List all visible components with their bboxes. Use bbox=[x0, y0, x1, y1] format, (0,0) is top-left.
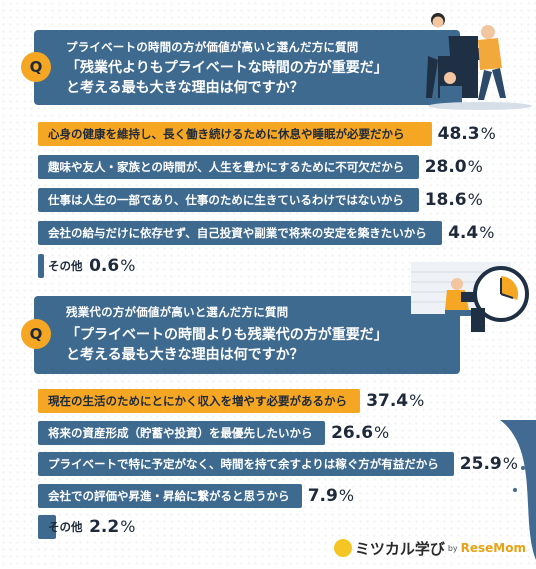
bar bbox=[38, 122, 432, 146]
bar-label: 心身の健康を維持し、長く働き続けるために休息や睡眠が必要だから bbox=[48, 127, 405, 141]
brand-by: by bbox=[447, 543, 458, 553]
bar-value-label: 37.4% bbox=[366, 387, 424, 415]
bar-value-label: 25.9% bbox=[460, 450, 518, 478]
question-1-badge: Q bbox=[21, 52, 51, 82]
bar-value-label: 4.4% bbox=[448, 219, 494, 247]
question-1-box: プライベートの時間の方が価値が高いと選んだ方に質問 「残業代よりもプライベートな… bbox=[34, 30, 460, 105]
bar-value-label: 26.6% bbox=[331, 419, 389, 447]
brand-sub: ReseMom bbox=[460, 541, 526, 555]
bar-value-label: 7.9% bbox=[308, 482, 354, 510]
bar-value-label: 48.3% bbox=[438, 120, 496, 148]
bar bbox=[38, 515, 56, 539]
clock-worker-illustration bbox=[411, 262, 529, 332]
bar-label: 会社の給与だけに依存せず、自己投資や副業で将来の安定を築きたいから bbox=[48, 226, 427, 240]
question-1-line2: と考える最も大きな理由は何ですか？ bbox=[66, 80, 304, 96]
bar bbox=[38, 483, 302, 508]
bar-value-number: 7.9 bbox=[307, 485, 338, 506]
brand-logo: ミツカル学び by ReseMom bbox=[333, 537, 526, 559]
question-1-subtitle: プライベートの時間の方が価値が高いと選んだ方に質問 bbox=[66, 40, 359, 54]
bar-label: その他 bbox=[48, 520, 83, 534]
bar-value-number: 2.2 bbox=[89, 517, 120, 537]
bar-value-label: 2.2% bbox=[89, 513, 135, 541]
bar bbox=[38, 188, 419, 212]
bar-value-unit: % bbox=[467, 190, 483, 209]
bar bbox=[38, 420, 326, 445]
bar-value-unit: % bbox=[120, 517, 136, 536]
bar-label: 仕事は人生の一部であり、仕事のために生きているわけではないから bbox=[48, 193, 404, 207]
bar-label: 趣味や友人・家族との時間が、人生を豊かにするために不可欠だから bbox=[48, 160, 405, 174]
bar-value-number: 37.4 bbox=[366, 391, 409, 411]
bar-value-unit: % bbox=[409, 391, 425, 410]
bar-value-unit: % bbox=[467, 157, 483, 176]
bar-value-number: 25.9 bbox=[459, 454, 502, 474]
question-1-line1: 「残業代よりもプライベートな時間の方が重要だ」 bbox=[66, 60, 388, 76]
bar bbox=[38, 221, 443, 245]
bar-value-label: 0.6% bbox=[89, 252, 135, 280]
question-2-box: 残業代の方が価値が高いと選んだ方に質問 「プライベートの時間よりも残業代の方が重… bbox=[34, 296, 460, 374]
bar-label: その他 bbox=[48, 259, 83, 273]
bar-value-number: 48.3 bbox=[437, 124, 480, 144]
bar bbox=[38, 155, 419, 179]
bar-value-number: 0.6 bbox=[89, 256, 120, 276]
bar-value-unit: % bbox=[338, 485, 355, 505]
question-2-badge: Q bbox=[21, 319, 51, 349]
question-1-title: 「残業代よりもプライベートな時間の方が重要だ」 と考える最も大きな理由は何ですか… bbox=[66, 58, 388, 98]
brand-name: ミツカル学び bbox=[354, 539, 445, 558]
bar-value-unit: % bbox=[374, 422, 390, 442]
bar-label: 現在の生活のためにとにかく収入を増やす必要があるから bbox=[48, 394, 347, 408]
bar-value-number: 26.6 bbox=[331, 422, 374, 443]
bar bbox=[38, 389, 361, 413]
question-2-line1: 「プライベートの時間よりも残業代の方が重要だ」 bbox=[66, 327, 388, 343]
bar-label: プライベートで特に予定がなく、時間を持て余すよりは稼ぐ方が有益だから bbox=[48, 457, 439, 471]
bar-label: 会社での評価や昇進・昇給に繋がると思うから bbox=[48, 488, 290, 503]
bar-value-number: 4.4 bbox=[448, 223, 479, 243]
bar-label: 将来の資産形成（貯蓄や投資）を最優先したいから bbox=[48, 425, 313, 440]
magnifier-icon bbox=[333, 539, 352, 557]
bar-value-number: 18.6 bbox=[424, 190, 467, 210]
bar-value-unit: % bbox=[479, 223, 495, 242]
question-2-subtitle: 残業代の方が価値が高いと選んだ方に質問 bbox=[66, 305, 289, 319]
bar-value-unit: % bbox=[502, 454, 518, 473]
bar-value-unit: % bbox=[120, 256, 136, 275]
bar-value-label: 18.6% bbox=[425, 186, 483, 214]
bar-value-number: 28.0 bbox=[424, 157, 467, 177]
question-2-title: 「プライベートの時間よりも残業代の方が重要だ」 と考える最も大きな理由は何ですか… bbox=[66, 325, 388, 365]
question-2-line2: と考える最も大きな理由は何ですか？ bbox=[66, 347, 304, 363]
bar-value-label: 28.0% bbox=[425, 153, 483, 181]
people-puzzle-illustration bbox=[426, 13, 532, 110]
bar bbox=[38, 452, 454, 476]
bar bbox=[38, 254, 44, 278]
bar-value-unit: % bbox=[480, 124, 496, 143]
